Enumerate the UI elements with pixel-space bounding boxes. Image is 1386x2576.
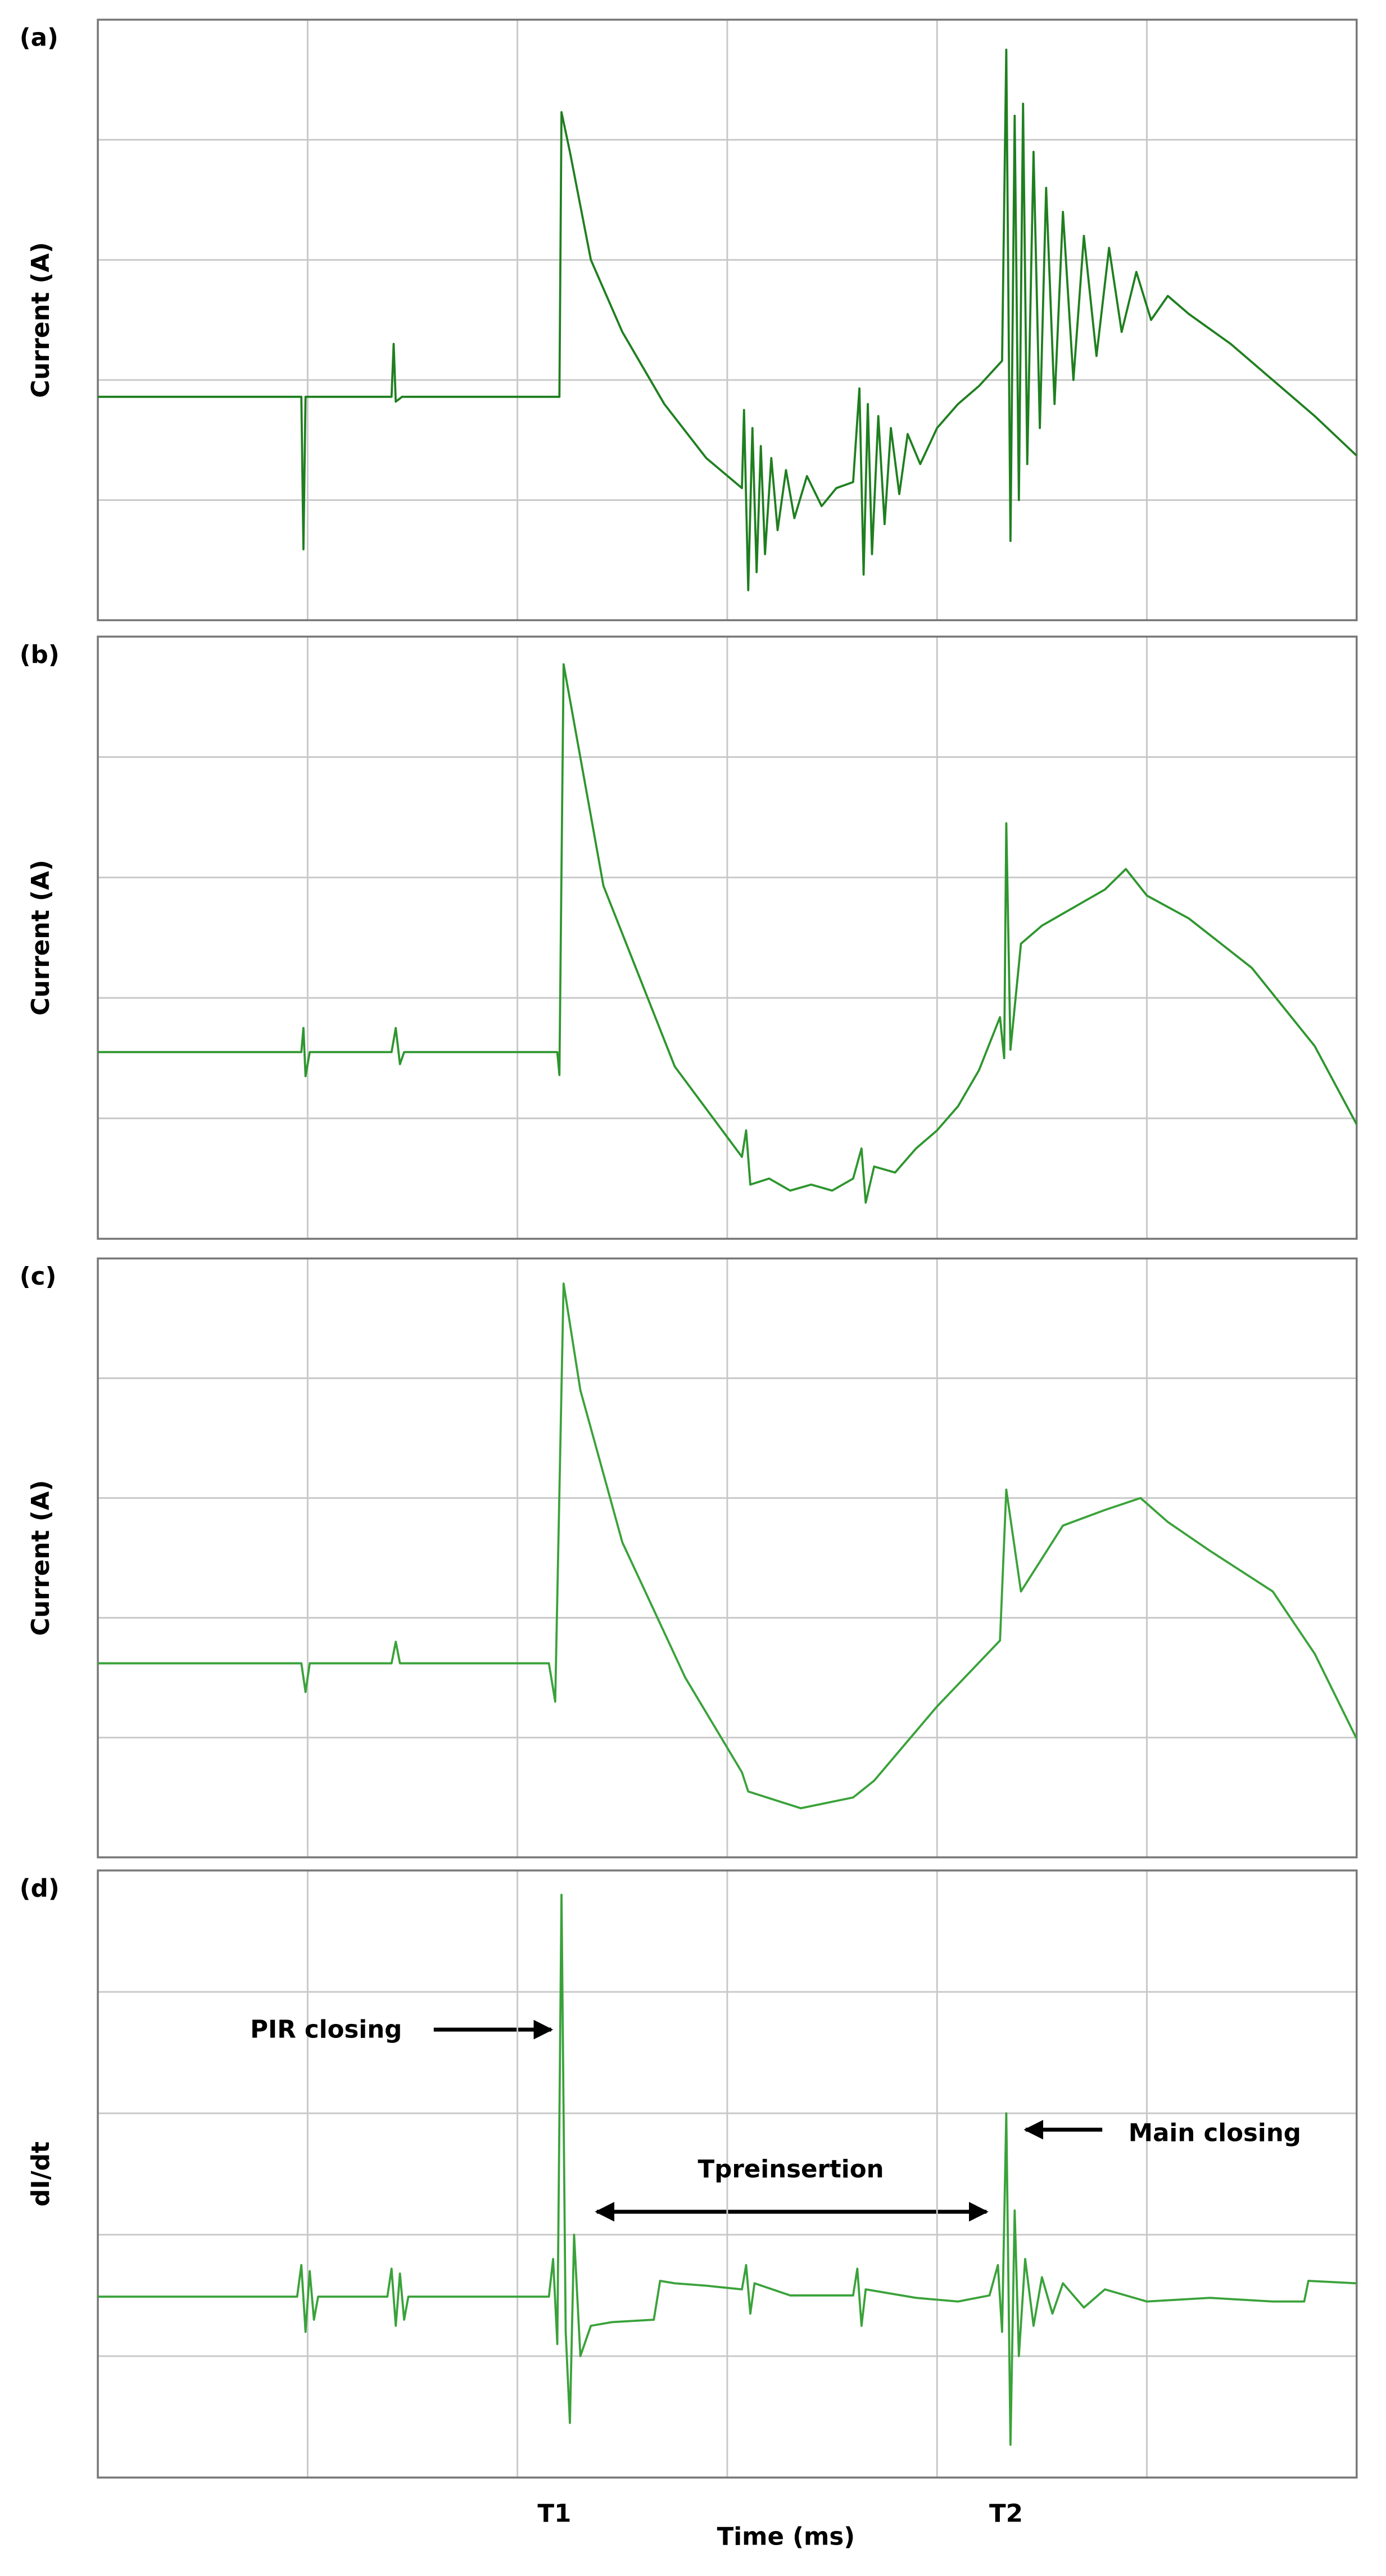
y-axis-label: Current (A) — [26, 242, 55, 397]
x-axis-label: Time (ms) — [717, 2522, 855, 2551]
trace — [98, 1893, 1357, 2446]
y-axis-label: dI/dt — [26, 2141, 55, 2207]
annotation: PIR closing — [250, 2015, 402, 2044]
panel-label: (c) — [20, 1262, 57, 1291]
annotation: Tpreinsertion — [698, 2155, 884, 2184]
panel-label: (d) — [20, 1874, 60, 1903]
trace — [98, 663, 1358, 1204]
annotation: Main closing — [1129, 2118, 1301, 2147]
panel-label: (b) — [20, 640, 60, 669]
trace — [98, 1282, 1358, 1810]
y-axis-label: Current (A) — [26, 860, 55, 1015]
panel-label: (a) — [20, 24, 58, 52]
plot-frame — [97, 19, 1358, 621]
trace — [98, 48, 1358, 591]
plot-frame — [97, 635, 1358, 1240]
plot-frame — [97, 1257, 1358, 1859]
annotation: T2 — [989, 2500, 1023, 2528]
plot-frame — [97, 1869, 1358, 2479]
annotation: T1 — [537, 2500, 571, 2528]
y-axis-label: Current (A) — [26, 1480, 55, 1635]
